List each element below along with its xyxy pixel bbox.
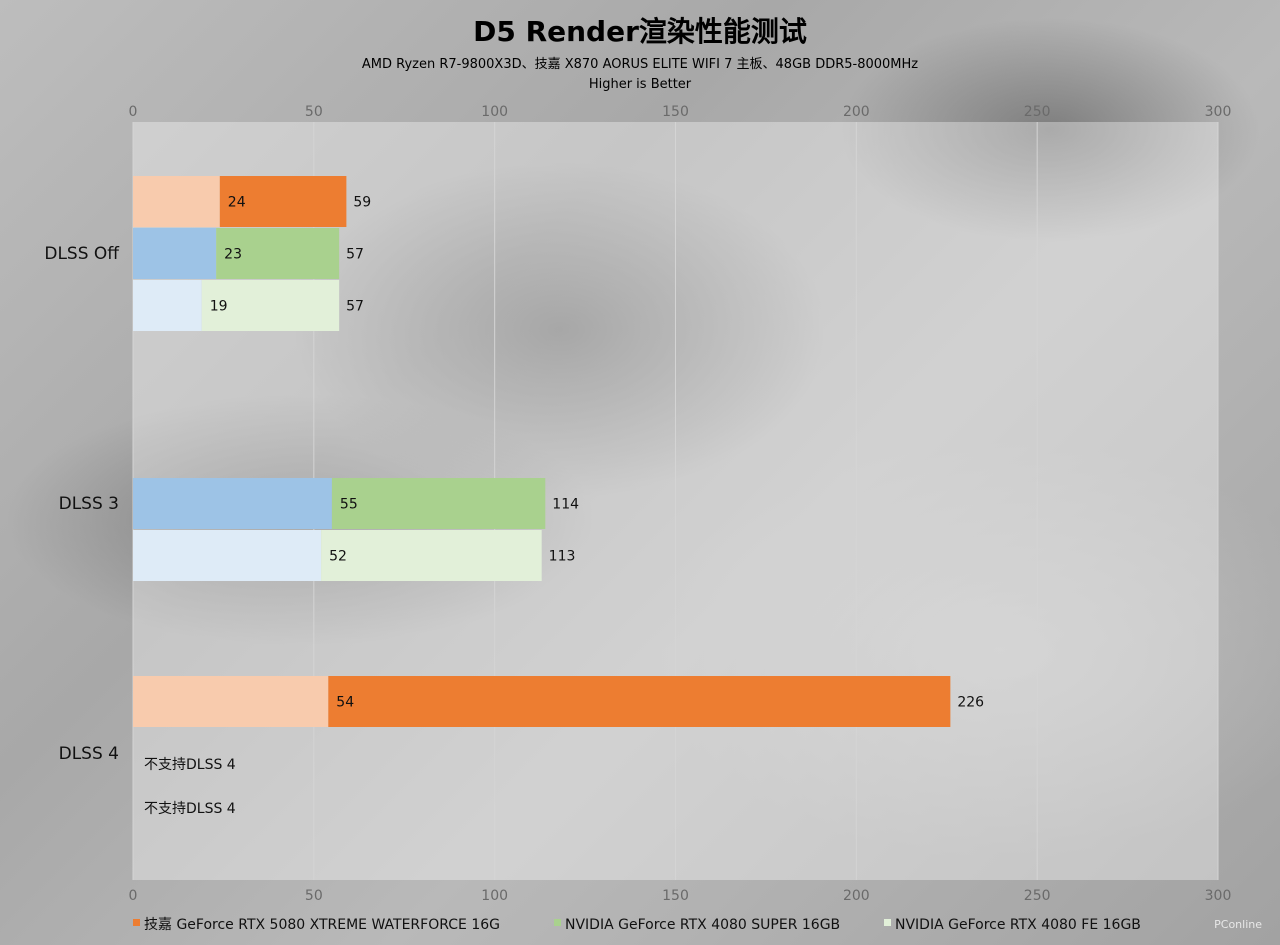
x-tick-label-top: 150 [662, 104, 689, 120]
chart-title: D5 Render渲染性能测试 [473, 15, 807, 48]
value-label: 57 [346, 247, 364, 263]
unsupported-note: 不支持DLSS 4 [144, 801, 236, 817]
inner-value-label: 55 [340, 497, 358, 513]
bars: 24 59 23 57 19 57 55 114 52 113 54 226 不支持DLSS 4 不支持D… [133, 176, 984, 817]
inner-value-label: 19 [210, 299, 228, 315]
inner-value-label: 24 [228, 195, 246, 211]
category-label: DLSS 3 [59, 494, 119, 514]
chart-subtitle-2: Higher is Better [589, 77, 692, 92]
x-tick-label-bottom: 50 [305, 888, 323, 904]
bar-base-segment [133, 176, 220, 227]
bar-base-segment [133, 676, 329, 727]
x-tick-label-bottom: 150 [662, 888, 689, 904]
x-tick-label-bottom: 300 [1205, 888, 1232, 904]
chart-subtitle: AMD Ryzen R7-9800X3D、技嘉 X870 AORUS ELITE… [362, 57, 918, 72]
x-tick-label-top: 250 [1024, 104, 1051, 120]
category-label: DLSS Off [44, 244, 120, 264]
x-tick-label-top: 100 [481, 104, 508, 120]
x-tick-label-top: 300 [1205, 104, 1232, 120]
value-label: 226 [957, 695, 984, 711]
value-label: 57 [346, 299, 364, 315]
category-labels: DLSS Off DLSS 3 DLSS 4 [44, 244, 120, 764]
bar-base-segment [133, 530, 322, 581]
x-tick-label-bottom: 250 [1024, 888, 1051, 904]
x-axis-top: 0 50 100 150 200 250 300 [129, 104, 1232, 120]
value-label: 113 [549, 549, 576, 565]
bar-base-segment [133, 478, 332, 529]
bar-segment [216, 228, 340, 279]
bar-segment [219, 176, 347, 227]
legend: 技嘉 GeForce RTX 5080 XTREME WATERFORCE 16… [133, 917, 1141, 933]
inner-value-label: 54 [336, 695, 354, 711]
legend-swatch [133, 919, 140, 926]
inner-value-label: 23 [224, 247, 242, 263]
bar-segment [331, 478, 546, 529]
x-tick-label-top: 50 [305, 104, 323, 120]
bar-segment [321, 530, 542, 581]
inner-value-label: 52 [329, 549, 347, 565]
bar-segment [201, 280, 340, 331]
x-tick-label-bottom: 0 [129, 888, 138, 904]
x-tick-label-top: 0 [129, 104, 138, 120]
bar-base-segment [133, 280, 202, 331]
x-tick-label-top: 200 [843, 104, 870, 120]
bar-base-segment [133, 228, 217, 279]
watermark-text: PConline [1214, 918, 1262, 931]
value-label: 114 [552, 497, 579, 513]
legend-label: 技嘉 GeForce RTX 5080 XTREME WATERFORCE 16… [144, 917, 500, 933]
legend-swatch [884, 919, 891, 926]
bar-segment [328, 676, 951, 727]
unsupported-note: 不支持DLSS 4 [144, 757, 236, 773]
x-tick-label-bottom: 200 [843, 888, 870, 904]
legend-swatch [554, 919, 561, 926]
x-axis-bottom: 0 50 100 150 200 250 300 [129, 888, 1232, 904]
category-label: DLSS 4 [59, 744, 119, 764]
legend-label: NVIDIA GeForce RTX 4080 SUPER 16GB [565, 917, 840, 933]
x-tick-label-bottom: 100 [481, 888, 508, 904]
legend-label: NVIDIA GeForce RTX 4080 FE 16GB [895, 917, 1141, 933]
value-label: 59 [353, 195, 371, 211]
